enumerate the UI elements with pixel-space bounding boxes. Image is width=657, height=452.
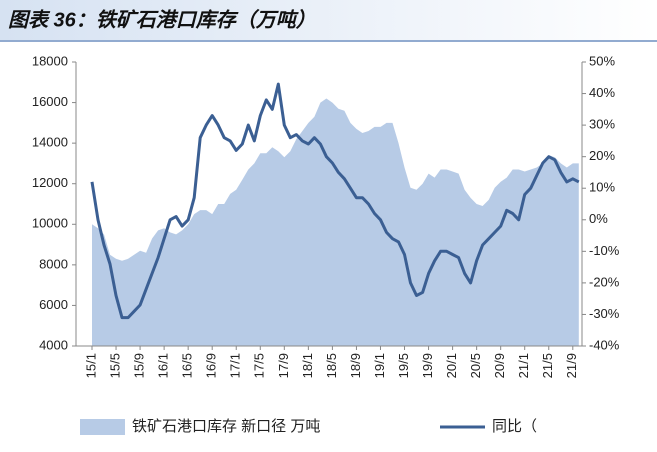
x-tick-label: 16/9 — [204, 353, 219, 378]
x-tick-label: 18/9 — [348, 353, 363, 378]
y-tick-label: 16000 — [32, 94, 68, 109]
x-tick-label: 20/9 — [492, 353, 507, 378]
x-tick-label: 18/1 — [300, 353, 315, 378]
y2-tick-label: -30% — [589, 306, 620, 321]
chart-title: 图表 36：铁矿石港口库存（万吨） — [8, 8, 316, 31]
x-tick-label: 19/1 — [372, 353, 387, 378]
x-tick-label: 19/9 — [420, 353, 435, 378]
x-tick-label: 15/1 — [83, 353, 98, 378]
y-tick-label: 12000 — [32, 175, 68, 190]
y2-tick-label: 20% — [589, 148, 615, 163]
x-tick-label: 20/5 — [468, 353, 483, 378]
y2-tick-label: 40% — [589, 85, 615, 100]
x-tick-label: 17/9 — [276, 353, 291, 378]
y-tick-label: 14000 — [32, 135, 68, 150]
x-tick-label: 15/9 — [132, 353, 147, 378]
y2-tick-label: 10% — [589, 180, 615, 195]
legend-label: 铁矿石港口库存 新口径 万吨 — [132, 418, 320, 435]
y2-tick-label: -10% — [589, 243, 620, 258]
y2-tick-label: -40% — [589, 337, 620, 352]
y-tick-label: 4000 — [39, 337, 68, 352]
x-tick-label: 21/9 — [564, 353, 579, 378]
y2-tick-label: 30% — [589, 117, 615, 132]
yoy-line — [90, 82, 580, 320]
y2-tick-label: -20% — [589, 274, 620, 289]
x-tick-label: 19/5 — [396, 353, 411, 378]
x-tick-label: 21/5 — [540, 353, 555, 378]
x-tick-label: 21/1 — [516, 353, 531, 378]
inventory-area — [92, 98, 579, 346]
y-tick-label: 6000 — [39, 297, 68, 312]
x-tick-label: 17/5 — [252, 353, 267, 378]
x-tick-label: 17/1 — [228, 353, 243, 378]
y-tick-label: 8000 — [39, 256, 68, 271]
y2-tick-label: 0% — [589, 211, 608, 226]
legend-label: 同比（ — [492, 418, 537, 435]
y-tick-label: 18000 — [32, 53, 68, 68]
x-tick-label: 20/1 — [444, 353, 459, 378]
y-tick-label: 10000 — [32, 216, 68, 231]
y2-tick-label: 50% — [589, 53, 615, 68]
x-tick-label: 16/5 — [180, 353, 195, 378]
x-tick-label: 15/5 — [107, 353, 122, 378]
title-bar — [0, 0, 657, 40]
x-tick-label: 16/1 — [156, 353, 171, 378]
legend-swatch — [80, 419, 125, 435]
x-tick-label: 18/5 — [324, 353, 339, 378]
